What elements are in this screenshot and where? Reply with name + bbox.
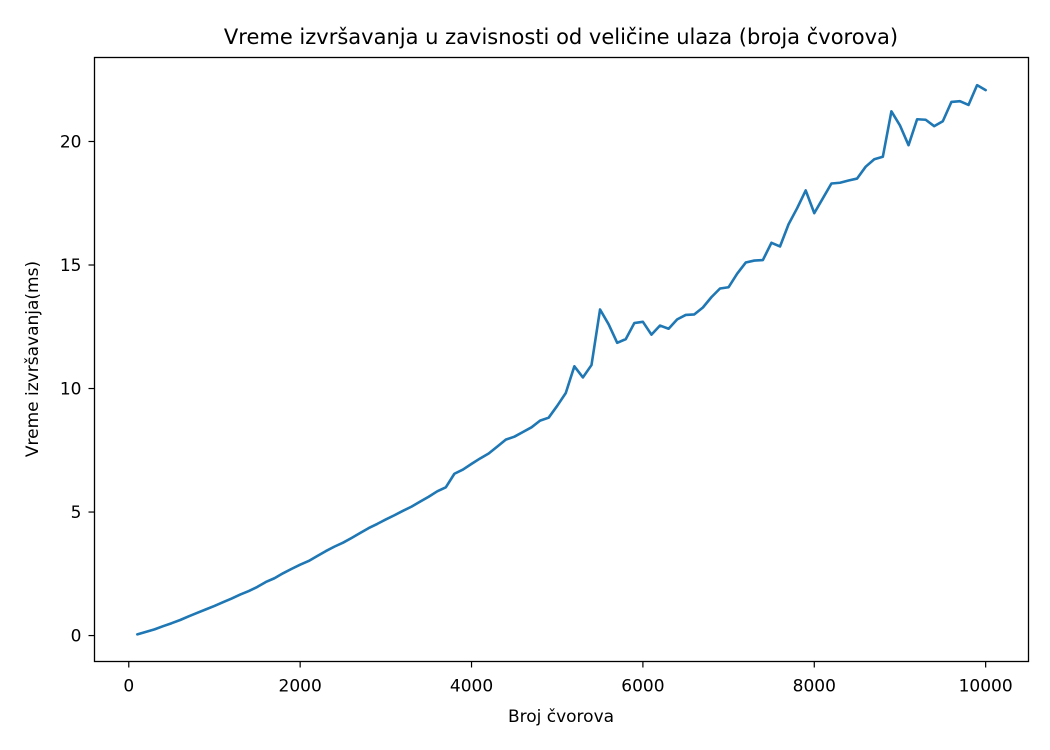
x-tick-label: 10000 xyxy=(959,677,1013,697)
x-tick-label: 2000 xyxy=(279,677,322,697)
y-tick-label: 0 xyxy=(71,627,82,647)
chart-title: Vreme izvršavanja u zavisnosti od veliči… xyxy=(224,25,898,49)
x-tick-label: 0 xyxy=(123,677,134,697)
x-tick-label: 6000 xyxy=(621,677,664,697)
series-line xyxy=(136,83,987,636)
x-tick-label: 4000 xyxy=(450,677,493,697)
y-tick-label: 15 xyxy=(60,256,82,276)
y-tick-label: 5 xyxy=(71,503,82,523)
plot-frame xyxy=(93,56,1030,663)
x-axis-title: Broj čvorova xyxy=(508,707,614,727)
y-tick-label: 20 xyxy=(60,132,82,152)
y-tick-label: 10 xyxy=(60,380,82,400)
x-tick-label: 8000 xyxy=(793,677,836,697)
y-axis-title: Vreme izvršavanja(ms) xyxy=(23,261,43,457)
axis-ticks: 0 2000 4000 6000 8000 10000 0 5 10 15 20 xyxy=(60,132,1013,696)
